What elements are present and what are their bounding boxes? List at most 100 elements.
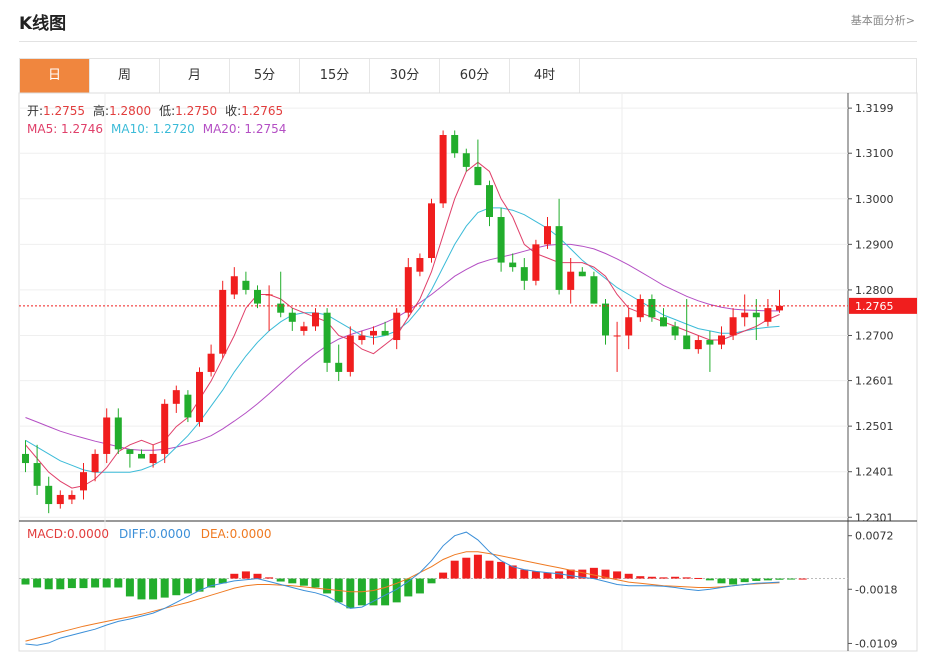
dea-label: DEA:0.0000	[201, 527, 272, 541]
macd-bar	[473, 554, 482, 579]
macd-tick-label: 0.0072	[855, 530, 894, 543]
macd-bar	[671, 576, 680, 579]
candle-body	[184, 394, 192, 418]
ma20-label: MA20: 1.2754	[203, 122, 287, 136]
chart-frame	[18, 92, 918, 652]
tab-60min[interactable]: 60分	[440, 59, 510, 93]
tab-week[interactable]: 周	[90, 59, 160, 93]
macd-bar	[566, 569, 575, 579]
open-value: 1.2755	[43, 104, 85, 118]
macd-bar	[450, 560, 459, 579]
macd-bar	[160, 578, 169, 598]
macd-bar	[79, 578, 88, 589]
macd-bar	[299, 578, 308, 586]
ma5-line	[25, 161, 780, 489]
candle-body	[532, 244, 540, 281]
macd-bar	[578, 569, 587, 579]
candle-body	[68, 494, 76, 500]
macd-bar	[218, 578, 227, 584]
macd-bar	[44, 578, 53, 590]
tab-day[interactable]: 日	[20, 59, 90, 93]
candle-body	[254, 289, 261, 304]
tab-30min[interactable]: 30分	[370, 59, 440, 93]
grid	[19, 94, 848, 650]
open-label: 开:	[27, 104, 43, 118]
candle-body	[474, 166, 482, 186]
candle-body	[416, 258, 424, 272]
candle-body	[486, 185, 493, 218]
period-tabs: 日 周 月 5分 15分 30分 60分 4时	[19, 58, 917, 93]
current-price-badge	[849, 297, 917, 314]
candle-body	[33, 463, 41, 486]
candle-body	[602, 303, 609, 336]
page-title: K线图	[19, 14, 67, 34]
price-tick-label: 1.3000	[855, 193, 894, 206]
candle-body	[80, 472, 87, 491]
macd-bar	[311, 578, 320, 588]
candle-body	[242, 280, 250, 290]
macd-bar	[415, 578, 424, 594]
macd-bar	[33, 578, 42, 588]
candle-body	[590, 276, 598, 304]
macd-bar	[775, 578, 784, 580]
candle-body	[323, 312, 331, 363]
tab-month[interactable]: 月	[160, 59, 230, 93]
price-tick-label: 1.2800	[855, 284, 894, 297]
price-tick-label: 1.3100	[855, 147, 894, 160]
candle-body	[335, 362, 343, 372]
candle-body	[370, 330, 377, 336]
macd-bar	[195, 578, 204, 592]
tab-4hour[interactable]: 4时	[510, 59, 580, 93]
candle-body	[114, 417, 122, 450]
macd-bar	[497, 561, 506, 579]
macd-bar	[369, 578, 378, 606]
macd-bar	[508, 565, 517, 579]
macd-bar	[752, 578, 761, 581]
candle-body	[776, 305, 783, 311]
current-price-label: 1.2765	[855, 300, 894, 313]
macd-bar	[137, 578, 146, 600]
macd-tick-label: -0.0018	[855, 583, 897, 596]
candle-body	[613, 335, 621, 337]
macd-axis: 0.0072 -0.0018 -0.0109	[848, 530, 897, 650]
candle-body	[56, 494, 64, 505]
tab-5min[interactable]: 5分	[230, 59, 300, 93]
macd-bar	[381, 578, 390, 606]
macd-bar	[787, 578, 796, 580]
macd-bar	[207, 578, 216, 588]
candle-body	[161, 403, 169, 454]
price-tick-label: 1.2301	[855, 511, 894, 524]
macd-bar	[613, 571, 622, 579]
ma20-line	[25, 243, 780, 451]
candle-body	[149, 453, 157, 464]
macd-bar	[346, 578, 355, 609]
candle-body	[312, 312, 319, 327]
candle-body	[172, 390, 180, 404]
fundamental-analysis-link[interactable]: 基本面分析>	[850, 14, 915, 27]
macd-bar	[740, 578, 749, 583]
candle-body	[393, 312, 401, 341]
macd-bar	[485, 560, 494, 579]
candle-body	[381, 330, 389, 336]
candle-body	[636, 299, 644, 318]
price-tick-label: 1.2900	[855, 238, 894, 251]
candle-body	[497, 217, 505, 263]
macd-bar	[276, 578, 285, 582]
candle-body	[404, 267, 412, 313]
price-tick-label: 1.2401	[855, 466, 894, 479]
diff-line	[25, 531, 780, 646]
candle-body	[706, 340, 714, 345]
candle-body	[277, 303, 285, 313]
macd-bar	[91, 578, 100, 588]
close-value: 1.2765	[241, 104, 283, 118]
macd-bar	[694, 577, 703, 579]
candle-body	[462, 153, 470, 167]
candle-body	[520, 267, 528, 281]
candle-body	[22, 453, 29, 464]
candle-body	[103, 417, 111, 454]
tab-15min[interactable]: 15分	[300, 59, 370, 93]
macd-bar	[67, 578, 76, 589]
candle-body	[196, 371, 203, 423]
ohlc-legend: 开:1.2755 高:1.2800 低:1.2750 收:1.2765	[27, 103, 283, 118]
